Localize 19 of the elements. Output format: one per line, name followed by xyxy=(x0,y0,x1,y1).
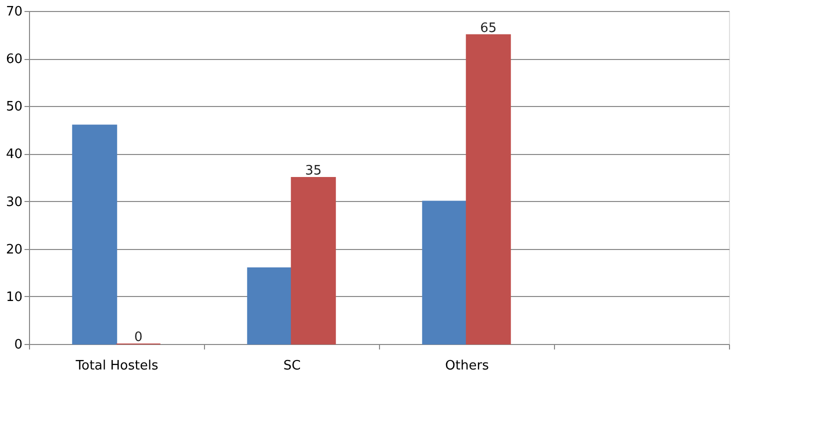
y-tick-label: 70 xyxy=(6,4,22,20)
x-tick-label: Others xyxy=(445,358,490,374)
y-tick-label: 50 xyxy=(6,100,22,115)
bar xyxy=(247,267,292,344)
bar xyxy=(466,34,511,344)
y-tick-label: 10 xyxy=(6,290,22,305)
bar xyxy=(72,124,118,344)
y-tick-label: 30 xyxy=(6,194,22,210)
y-tick-label: 40 xyxy=(6,147,22,162)
y-tick-label: 20 xyxy=(6,242,22,258)
y-tick-label: 0 xyxy=(14,338,22,352)
y-tick-label: 60 xyxy=(6,52,22,68)
x-tick-label: SC xyxy=(283,358,301,374)
data-label: 0 xyxy=(134,330,143,345)
bar xyxy=(290,177,336,344)
data-label: 35 xyxy=(305,164,322,178)
bar xyxy=(422,200,468,344)
x-tick-label: Total Hostels xyxy=(74,358,158,374)
data-label: 65 xyxy=(480,20,497,36)
